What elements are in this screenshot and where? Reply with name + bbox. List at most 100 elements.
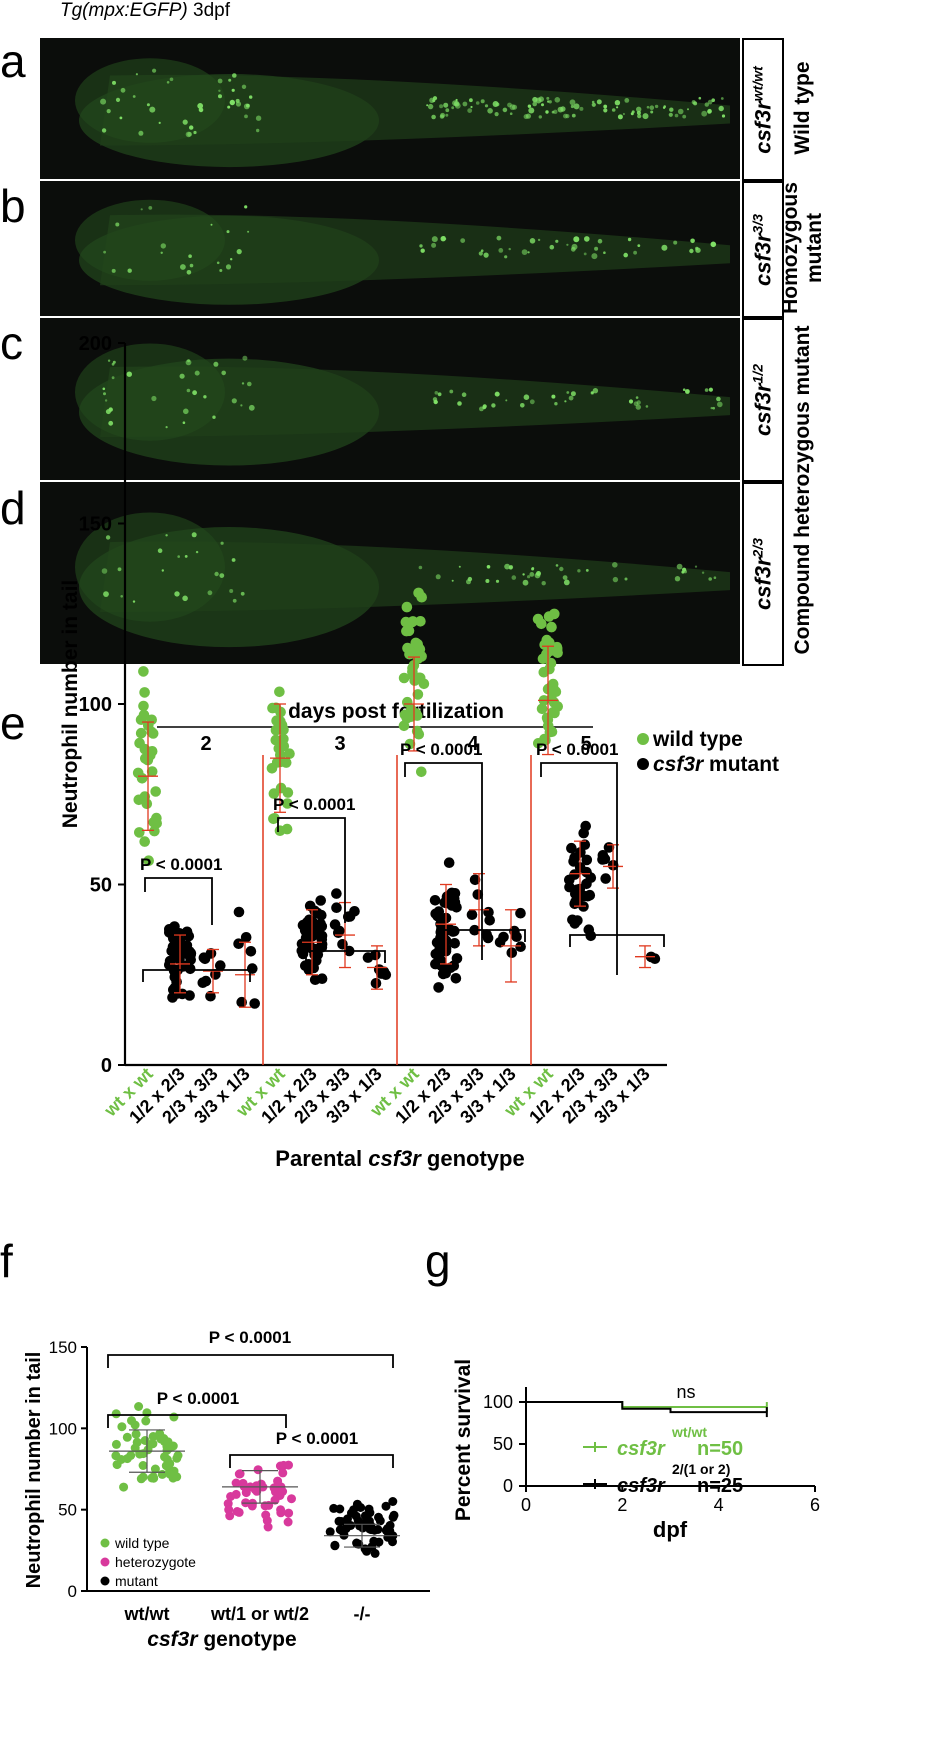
e-point-mutant	[433, 982, 444, 993]
neutrophil-spot	[433, 399, 438, 405]
e-point-mutant	[498, 931, 509, 943]
neutrophil-spot	[195, 550, 199, 554]
e-point-mutant	[515, 941, 526, 952]
neutrophil-spot	[712, 406, 715, 410]
neutrophil-spot	[435, 574, 441, 580]
neutrophil-spot	[545, 110, 549, 114]
e-point-mutant	[448, 896, 459, 908]
neutrophil-spot	[701, 110, 708, 117]
neutrophil-spot	[484, 104, 489, 108]
fish-head	[75, 58, 225, 143]
f-point	[365, 1524, 375, 1534]
e-point-wild-type	[410, 637, 422, 649]
f-point	[162, 1442, 172, 1451]
f-point	[141, 1416, 151, 1426]
genotype-superscript: 2/3	[749, 537, 766, 558]
fish-image-b	[40, 181, 740, 316]
e-point-wild-type	[275, 782, 287, 794]
f-point	[234, 1469, 244, 1479]
e-point-mutant	[316, 909, 327, 921]
neutrophil-spot	[508, 247, 511, 251]
f-point	[381, 1525, 391, 1535]
f-point	[148, 1432, 158, 1441]
f-point	[352, 1499, 362, 1509]
neutrophil-spot	[695, 247, 701, 253]
e-point-mutant	[180, 948, 192, 959]
neutrophil-spot	[636, 106, 642, 113]
neutrophil-spot	[197, 103, 204, 109]
neutrophil-spot	[698, 96, 702, 100]
neutrophil-spot	[570, 391, 576, 397]
neutrophil-spot	[637, 244, 641, 247]
e-point-wild-type	[146, 766, 158, 777]
f-x-tick-label: wt/wt	[124, 1604, 170, 1624]
e-point-mutant	[198, 952, 210, 963]
e-point-mutant	[370, 978, 382, 989]
e-point-mutant	[448, 960, 460, 971]
f-point	[256, 1479, 266, 1489]
e-point-mutant	[572, 915, 583, 926]
e-point-wild-type	[398, 672, 410, 684]
panel-label-e: e	[0, 697, 26, 749]
neutrophil-spot	[717, 401, 723, 408]
neutrophil-spot	[527, 251, 530, 254]
e-point-mutant	[316, 973, 328, 984]
neutrophil-spot	[160, 251, 163, 254]
g-legend-sup: 2/(1 or 2)	[672, 1461, 730, 1477]
f-point	[235, 1469, 245, 1479]
e-point-mutant	[434, 949, 445, 960]
f-point	[284, 1508, 294, 1518]
neutrophil-spot	[441, 236, 446, 240]
f-y-tick-label: 150	[49, 1338, 77, 1357]
neutrophil-spot	[635, 396, 639, 399]
neutrophil-spot	[188, 254, 192, 258]
neutrophil-spot	[691, 100, 696, 105]
e-point-mutant	[433, 906, 445, 917]
f-point	[138, 1461, 148, 1470]
e-bracket-mutant	[569, 934, 665, 947]
neutrophil-spot	[102, 387, 106, 391]
f-point	[232, 1507, 242, 1516]
e-point-mutant	[438, 931, 449, 942]
neutrophil-spot	[221, 370, 226, 376]
e-point-mutant	[304, 900, 316, 912]
neutrophil-spot	[528, 107, 535, 114]
f-point	[148, 1472, 158, 1482]
f-point	[138, 1449, 148, 1459]
neutrophil-spot	[682, 114, 687, 119]
neutrophil-spot	[192, 390, 198, 396]
e-point-wild-type	[135, 727, 147, 739]
neutrophil-spot	[103, 250, 106, 254]
f-point	[132, 1437, 142, 1447]
g-x-tick-label: 6	[810, 1495, 820, 1515]
fish-image-c	[40, 318, 740, 480]
f-point	[276, 1508, 286, 1518]
e-point-mutant	[247, 963, 258, 974]
neutrophil-spot	[135, 73, 138, 76]
neutrophil-spot	[183, 408, 189, 415]
neutrophil-spot	[537, 238, 541, 242]
e-point-wild-type	[275, 756, 287, 768]
neutrophil-spot	[591, 253, 598, 260]
e-legend-wild-type: wild type	[652, 728, 743, 751]
fish-head	[75, 199, 225, 281]
neutrophil-spot	[694, 565, 698, 568]
f-point	[131, 1429, 141, 1439]
f-point	[136, 1474, 146, 1484]
f-point	[165, 1459, 175, 1469]
neutrophil-spot	[437, 392, 442, 397]
neutrophil-spot	[716, 396, 721, 402]
e-point-wild-type	[147, 728, 159, 739]
neutrophil-spot	[617, 114, 623, 120]
f-point	[122, 1454, 132, 1464]
neutrophil-spot	[511, 575, 517, 580]
neutrophil-spot	[590, 391, 595, 395]
f-point	[388, 1531, 398, 1541]
f-point	[375, 1516, 385, 1526]
neutrophil-spot	[520, 403, 525, 408]
e-top-label: days post fertilization	[288, 700, 504, 723]
f-p-value: P < 0.0001	[157, 1389, 239, 1408]
neutrophil-spot	[508, 565, 514, 570]
neutrophil-spot	[583, 252, 587, 256]
neutrophil-spot	[616, 106, 619, 109]
